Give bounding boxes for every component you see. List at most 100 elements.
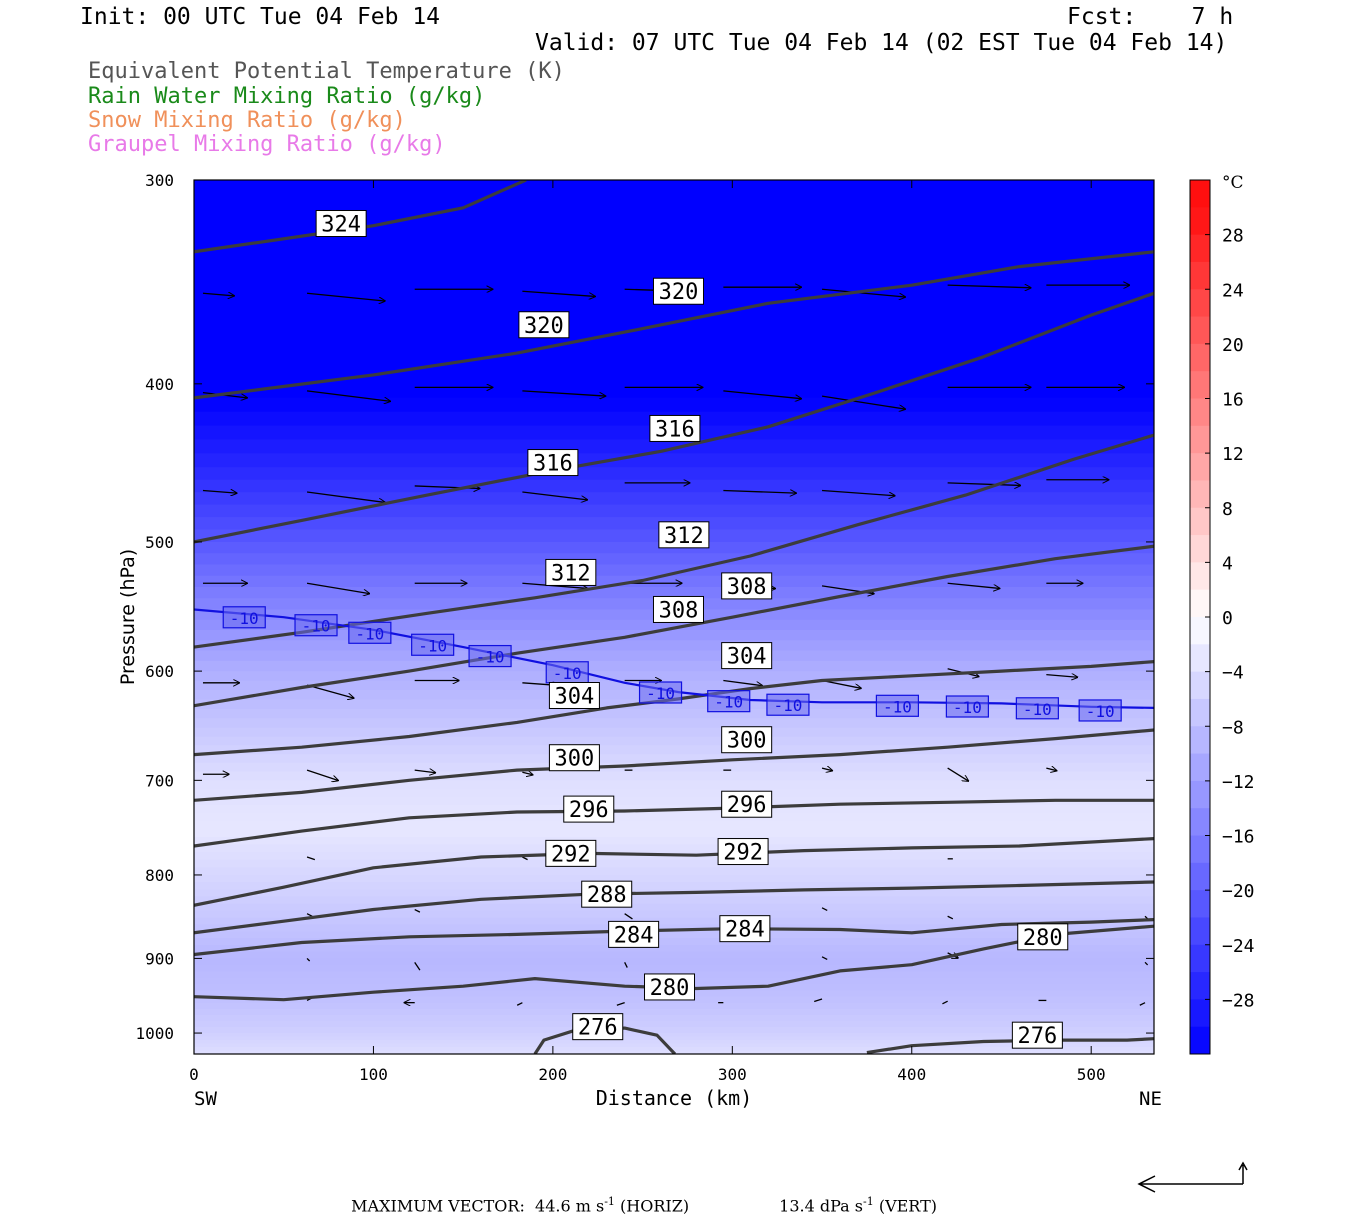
theta-e-label: 296	[563, 795, 615, 823]
vert-tag: (VERT)	[878, 1196, 937, 1215]
plot-frame	[193, 179, 1155, 1055]
theta-e-label-text: 288	[587, 883, 627, 908]
max-vector-prefix: MAXIMUM VECTOR:	[351, 1196, 525, 1215]
colorbar-tick-label: 0	[1222, 608, 1233, 629]
isotherm-label-text: -10	[418, 636, 447, 655]
temperature-band	[194, 619, 1154, 631]
isotherm-label: -10	[766, 693, 810, 716]
theta-e-label: 280	[644, 973, 696, 1001]
theta-e-label-text: 292	[551, 842, 591, 867]
isotherm-label: -10	[707, 690, 751, 713]
isotherm-label-box	[766, 693, 810, 716]
colorbar-segment	[1190, 862, 1210, 891]
theta-e-label-box	[721, 572, 773, 600]
y-tick-label: 1000	[135, 1024, 174, 1043]
theta-e-label: 312	[658, 521, 710, 549]
temperature-band	[194, 718, 1154, 729]
legend-snow: Snow Mixing Ratio (g/kg)	[88, 108, 406, 133]
vert-exponent: -1	[863, 1195, 874, 1208]
isotherm-label-box	[875, 694, 920, 717]
colorbar-tick-label: 12	[1222, 444, 1244, 465]
theta-e-label: 320	[518, 311, 570, 339]
wind-vector	[516, 1002, 523, 1006]
theta-e-label-text: 308	[727, 575, 767, 600]
wind-vector	[624, 913, 633, 920]
wind-vector	[723, 390, 801, 399]
colorbar-segment	[1190, 289, 1210, 318]
temperature-band	[194, 453, 1154, 468]
theta-e-line-288	[194, 880, 1154, 935]
wind-vector	[947, 285, 1031, 288]
theta-e-label-box	[608, 920, 660, 948]
temperature-band	[194, 368, 1154, 385]
colorbar-segment	[1190, 1026, 1210, 1055]
theta-e-label-box	[548, 681, 600, 709]
isotherm-label: -10	[411, 633, 455, 656]
temperature-band	[194, 492, 1154, 506]
theta-e-label: 304	[548, 681, 600, 709]
colorbar-segment	[1190, 726, 1210, 755]
wind-vector	[306, 913, 313, 917]
y-tick-label: 500	[145, 533, 174, 552]
temperature-band	[194, 938, 1154, 946]
colorbar-segment	[1190, 780, 1210, 809]
temperature-band	[194, 964, 1154, 972]
theta-e-label: 276	[1011, 1021, 1063, 1049]
colorbar-segment	[1190, 180, 1210, 208]
temperature-band	[194, 504, 1154, 518]
isotherm-label-box	[1015, 697, 1059, 720]
theta-e-label-box	[518, 311, 570, 339]
legend-rain: Rain Water Mixing Ratio (g/kg)	[88, 84, 486, 109]
theta-e-label: 316	[527, 449, 579, 477]
temperature-band	[194, 924, 1154, 933]
isotherm-label-text: -10	[476, 648, 505, 667]
y-axis-label: Pressure (hPa)	[117, 549, 139, 685]
y-tick-label: 900	[145, 949, 174, 968]
colorbar-segment	[1190, 207, 1210, 236]
theta-e-label-text: 304	[727, 645, 767, 670]
legend-theta-e: Equivalent Potential Temperature (K)	[88, 59, 565, 84]
temperature-band	[194, 867, 1154, 876]
isotherm-label-box	[945, 695, 989, 718]
theta-e-label-text: 296	[569, 798, 609, 823]
temperature-band	[194, 252, 1154, 272]
theta-e-label-text: 300	[727, 729, 767, 754]
temperature-band	[194, 1040, 1154, 1045]
theta-e-label-text: 316	[655, 417, 695, 442]
wind-vector	[522, 390, 605, 396]
isotherm-label: -10	[1078, 699, 1122, 722]
temperature-band	[194, 745, 1154, 755]
isotherm-label: -10	[348, 621, 392, 644]
wind-vector	[1139, 1002, 1146, 1006]
isotherm-label-box	[222, 606, 266, 629]
temperature-band	[194, 180, 1154, 199]
temperature-band	[194, 780, 1154, 790]
temperature-band	[194, 844, 1154, 853]
isotherm-label-box	[294, 614, 338, 637]
isotherm-label: -10	[222, 606, 266, 629]
colorbar-segment	[1190, 398, 1210, 427]
isotherm-label-text: -10	[714, 693, 743, 712]
temperature-band	[194, 1033, 1154, 1038]
colorbar-segment	[1190, 644, 1210, 673]
theta-e-label-text: 300	[555, 747, 595, 772]
temperature-band	[194, 479, 1154, 493]
temperature-band	[194, 320, 1154, 338]
colorbar-tick-label: 24	[1222, 280, 1244, 301]
wind-vector	[723, 679, 762, 686]
theta-e-label-text: 320	[659, 280, 699, 305]
temperature-band	[194, 671, 1154, 682]
theta-e-label-box	[721, 790, 773, 818]
isotherm-label: -10	[945, 695, 989, 718]
temperature-band	[194, 736, 1154, 746]
theta-e-label-text: 320	[524, 314, 564, 339]
theta-e-label-box	[545, 839, 597, 867]
theta-e-label: 316	[649, 414, 701, 442]
wind-vector	[821, 956, 828, 961]
theta-e-label: 308	[721, 572, 773, 600]
colorbar-tick-label: −28	[1222, 990, 1255, 1011]
legend-graupel: Graupel Mixing Ratio (g/kg)	[88, 132, 446, 157]
cross-section-plot: -10 -10 -10-10-10-10-10 -10 -10 -10 -10 -10 -103…	[117, 171, 1255, 1110]
theta-e-label-box	[315, 210, 367, 238]
temperature-band	[194, 917, 1154, 926]
